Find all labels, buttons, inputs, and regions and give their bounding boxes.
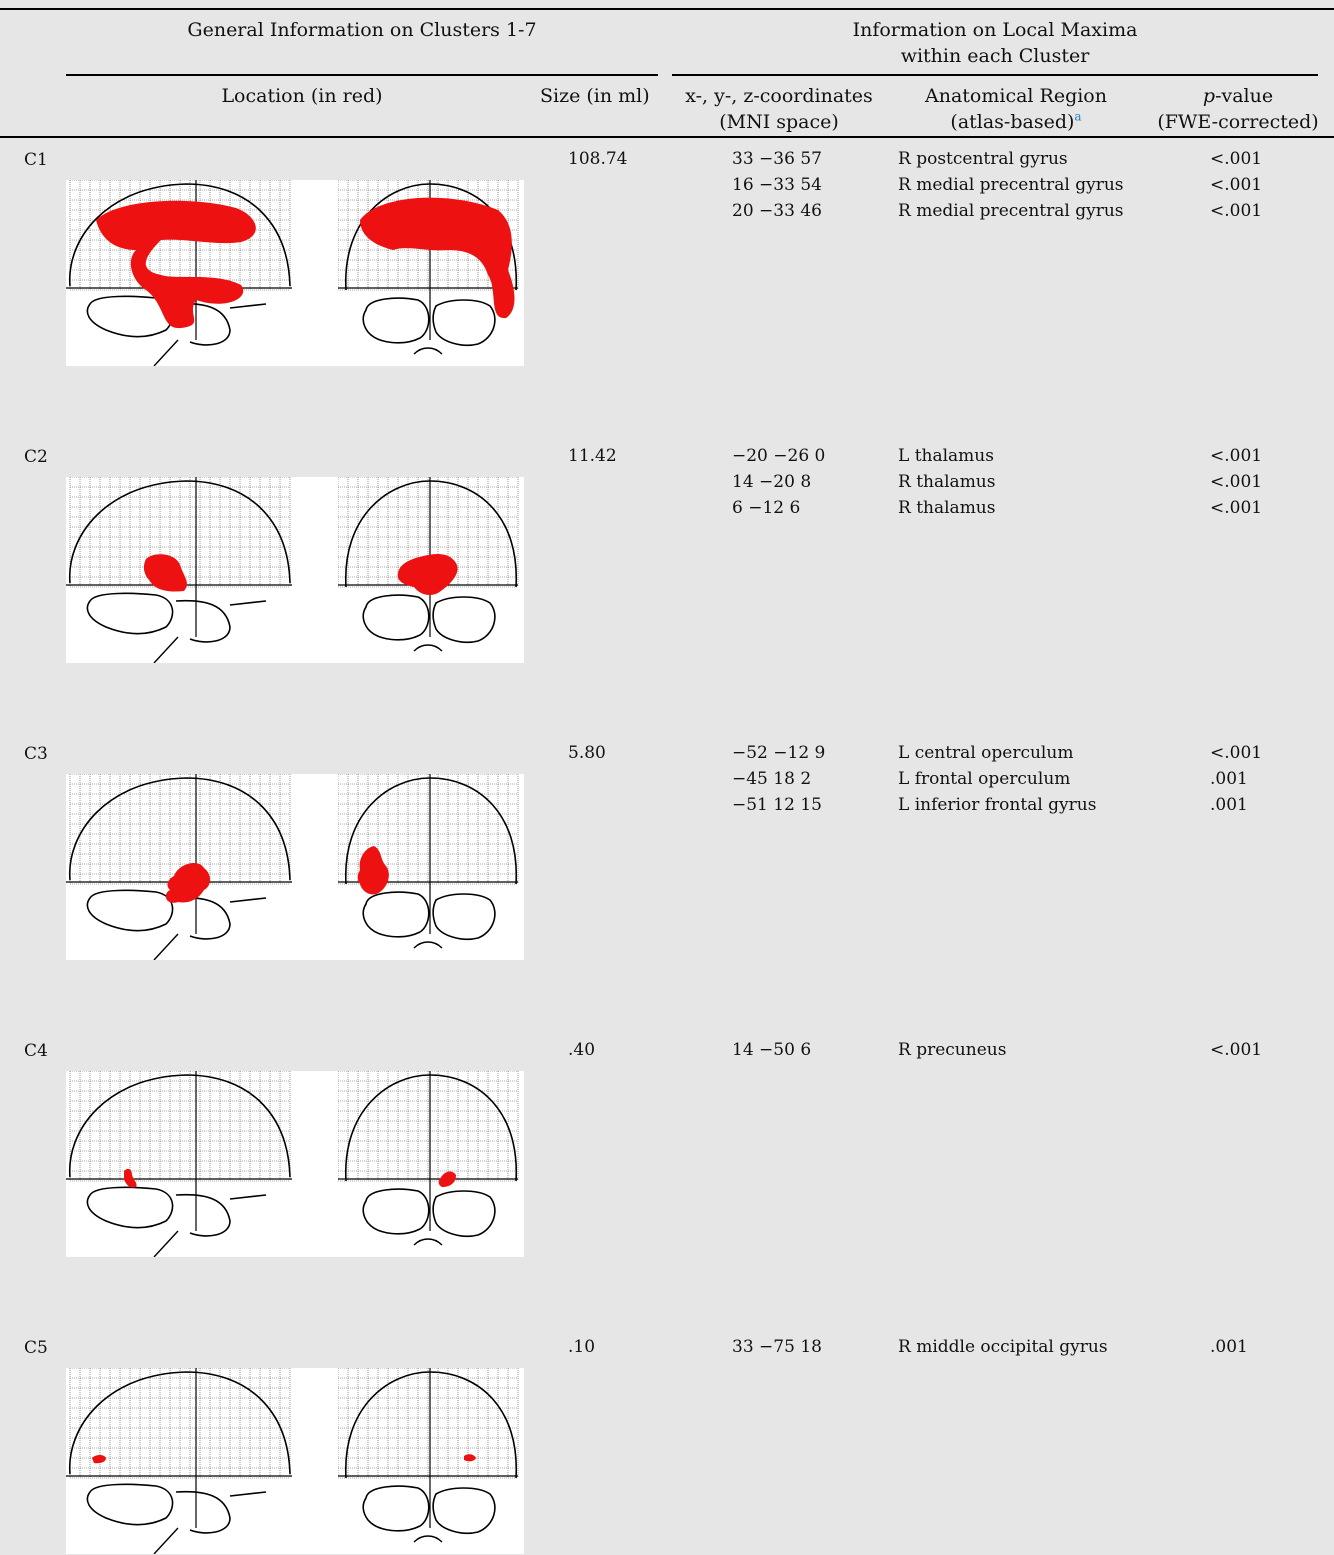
maximum-coordinates: −51 12 15 (732, 795, 822, 815)
pvalue-p: p (1202, 85, 1216, 107)
sagittal-glass-brain (66, 774, 292, 960)
coronal-glass-brain (338, 774, 519, 949)
sagittal-glass-brain (66, 1368, 292, 1554)
region-subheader-text: (atlas-based) (950, 111, 1075, 133)
cluster-size: 5.80 (568, 743, 606, 763)
maximum-region: R precuneus (898, 1040, 1007, 1060)
maximum-region: L central operculum (898, 743, 1074, 763)
region-subheader: (atlas-based)a (898, 110, 1134, 134)
maximum-coordinates: 20 −33 46 (732, 201, 822, 221)
maximum-pvalue: <.001 (1210, 201, 1263, 221)
cluster-size: .40 (568, 1040, 596, 1060)
maximum-pvalue: <.001 (1210, 149, 1263, 169)
maximum-region: R thalamus (898, 472, 996, 492)
local-maxima-heading: Information on Local Maxima (852, 19, 1138, 41)
local-maxima-subheading: within each Cluster (900, 45, 1090, 67)
activation-region (438, 1171, 456, 1187)
coronal-glass-brain (338, 1071, 519, 1246)
top-rule (0, 8, 1334, 10)
activation-region (96, 200, 256, 329)
cluster-location-image (66, 180, 524, 366)
activation-region (143, 554, 187, 592)
general-underline (66, 74, 658, 76)
maximum-coordinates: 33 −75 18 (732, 1337, 822, 1357)
maximum-region: R medial precentral gyrus (898, 201, 1124, 221)
region-header: Anatomical Region (924, 85, 1107, 107)
maximum-region: R thalamus (898, 498, 996, 518)
maximum-pvalue: .001 (1210, 769, 1248, 789)
activation-region (464, 1454, 476, 1462)
header-bottom-rule (0, 136, 1334, 138)
maximum-pvalue: <.001 (1210, 1040, 1263, 1060)
pvalue-suffix: -value (1215, 85, 1274, 107)
activation-region (397, 553, 458, 595)
maximum-pvalue: <.001 (1210, 175, 1263, 195)
maximum-region: L inferior frontal gyrus (898, 795, 1097, 815)
maximum-coordinates: 14 −50 6 (732, 1040, 812, 1060)
coords-header: x-, y-, z-coordinates (685, 85, 873, 107)
activation-region (124, 1168, 137, 1188)
maximum-pvalue: <.001 (1210, 743, 1263, 763)
size-header: Size (in ml) (540, 85, 650, 107)
maximum-coordinates: −45 18 2 (732, 769, 812, 789)
cluster-location-image (66, 774, 524, 960)
maximum-coordinates: 16 −33 54 (732, 175, 822, 195)
maximum-region: L thalamus (898, 446, 994, 466)
sagittal-glass-brain (66, 180, 292, 366)
cluster-label: C1 (24, 150, 48, 170)
sagittal-glass-brain (66, 477, 292, 663)
maximum-pvalue: .001 (1210, 1337, 1248, 1357)
cluster-label: C2 (24, 447, 48, 467)
location-header: Location (in red) (221, 85, 383, 107)
maximum-pvalue: .001 (1210, 795, 1248, 815)
maximum-coordinates: −20 −26 0 (732, 446, 826, 466)
maximum-coordinates: −52 −12 9 (732, 743, 826, 763)
cluster-size: 11.42 (568, 446, 617, 466)
cluster-location-image (66, 477, 524, 663)
maximum-coordinates: 6 −12 6 (732, 498, 801, 518)
footnote-marker: a (1074, 109, 1082, 124)
coronal-glass-brain (338, 1368, 519, 1543)
pvalue-header: p-value (1142, 84, 1334, 108)
sagittal-glass-brain (66, 1071, 292, 1257)
local-underline (672, 74, 1318, 76)
coords-subheader: (MNI space) (719, 111, 839, 133)
activation-region (92, 1455, 106, 1464)
maximum-region: R postcentral gyrus (898, 149, 1068, 169)
general-info-heading: General Information on Clusters 1-7 (187, 19, 537, 41)
maximum-pvalue: <.001 (1210, 446, 1263, 466)
cluster-label: C5 (24, 1338, 48, 1358)
maximum-region: L frontal operculum (898, 769, 1071, 789)
coronal-glass-brain (338, 477, 519, 652)
maximum-coordinates: 14 −20 8 (732, 472, 812, 492)
cluster-location-image (66, 1368, 524, 1554)
cluster-location-image (66, 1071, 524, 1257)
cluster-size: .10 (568, 1337, 596, 1357)
activation-region (360, 197, 515, 319)
pvalue-subheader: (FWE-corrected) (1157, 111, 1319, 133)
cluster-label: C4 (24, 1041, 48, 1061)
coronal-glass-brain (338, 180, 519, 355)
maximum-pvalue: <.001 (1210, 498, 1263, 518)
maximum-pvalue: <.001 (1210, 472, 1263, 492)
cluster-size: 108.74 (568, 149, 628, 169)
maximum-region: R middle occipital gyrus (898, 1337, 1108, 1357)
cluster-label: C3 (24, 744, 48, 764)
activation-region (165, 862, 210, 903)
maximum-coordinates: 33 −36 57 (732, 149, 822, 169)
maximum-region: R medial precentral gyrus (898, 175, 1124, 195)
activation-region (357, 846, 389, 895)
